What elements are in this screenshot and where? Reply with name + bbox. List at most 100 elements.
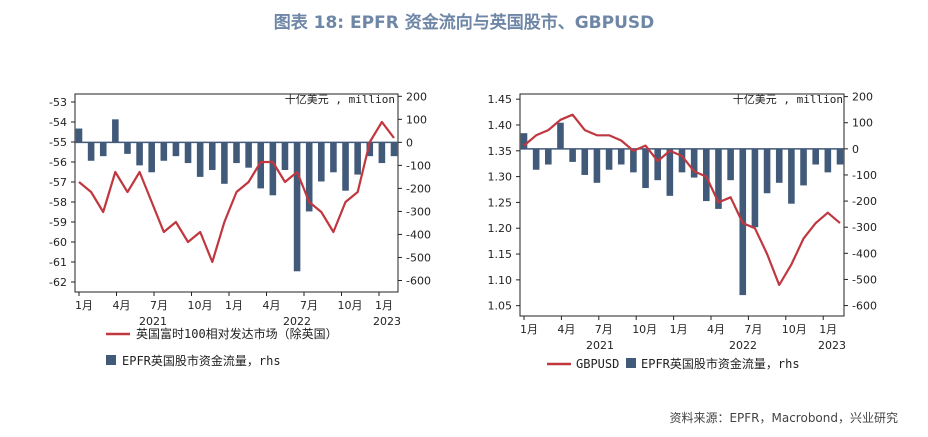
source-note: 资料来源：EPFR，Macrobond，兴业研究 — [669, 411, 898, 425]
y-left-tick-label: 1.35 — [488, 145, 513, 158]
flow-bar — [160, 142, 168, 161]
y-right-tick-label: -400 — [406, 228, 431, 241]
legend-label-bar: EPFR英国股市资金流量，rhs — [641, 356, 800, 371]
flow-bar — [342, 142, 349, 191]
y-right-tick-label: -200 — [406, 182, 431, 195]
flow-bar — [378, 142, 386, 164]
x-tick-label: 10月 — [338, 299, 363, 312]
flow-bar — [812, 148, 819, 165]
y-right-tick-label: -100 — [852, 169, 877, 182]
y-left-tick-label: -55 — [49, 136, 67, 149]
plot-frame — [519, 93, 845, 317]
y-left-tick-label: -54 — [49, 116, 67, 129]
flow-bar — [642, 148, 649, 189]
y-left-tick-label: -61 — [49, 256, 67, 269]
x-tick-label: 10月 — [632, 323, 657, 336]
y-left-tick-label: -56 — [49, 156, 67, 169]
flow-bar — [318, 142, 325, 182]
y-right-tick-label: 0 — [406, 136, 413, 149]
y-right-tick-label: 100 — [852, 117, 873, 130]
chart-uk-relative: -53 -54 -55 -56 -57 -58 -59 -60 -61 -62 200 100 0 -10… — [49, 90, 431, 368]
flow-bar — [305, 142, 313, 212]
flow-bar — [678, 148, 686, 173]
flow-bar — [172, 142, 180, 157]
x-tick-label: 4月 — [113, 299, 131, 312]
flow-bar — [520, 133, 528, 149]
y-right-tick-label: 200 — [406, 90, 427, 103]
flow-bar — [545, 148, 552, 165]
y-left-tick-label: 1.20 — [488, 222, 513, 235]
flow-bar — [221, 142, 228, 184]
y-left-tick-label: 1.10 — [488, 274, 513, 287]
x-tick-label: 1月 — [375, 299, 393, 312]
x-tick-label: 1月 — [520, 323, 538, 336]
flow-bar — [727, 148, 734, 181]
y-right-tick-label: -600 — [852, 300, 877, 313]
y-left-tick-label: 1.45 — [488, 93, 513, 106]
flow-bar — [763, 148, 771, 194]
flow-bar — [569, 148, 576, 162]
y-right-tick-label: -400 — [852, 247, 877, 260]
x-tick-label: 7月 — [595, 323, 613, 336]
y-left-tick-label: 1.25 — [488, 196, 513, 209]
y-right-tick-label: 200 — [852, 91, 873, 104]
flow-bar — [788, 148, 795, 204]
flow-bar — [330, 142, 337, 173]
x-tick-label: 1月 — [670, 323, 688, 336]
x-tick-label: 4月 — [263, 299, 281, 312]
flow-bar — [617, 148, 625, 165]
x-tick-label: 4月 — [557, 323, 575, 336]
price-line — [523, 113, 841, 287]
flow-bar — [245, 142, 252, 168]
y-right-unit-label: 十亿美元 , million — [733, 92, 843, 106]
flow-bar — [184, 142, 192, 164]
flow-bar — [836, 148, 844, 165]
y-right-tick-label: -200 — [852, 195, 877, 208]
y-left-tick-label: -60 — [49, 236, 67, 249]
plot-frame — [74, 93, 399, 293]
year-label: 2021 — [586, 339, 614, 352]
flow-bar — [281, 142, 289, 170]
flow-bar — [654, 148, 661, 181]
flow-bar — [557, 122, 564, 149]
flow-bar — [257, 142, 265, 189]
flow-bar — [751, 148, 759, 228]
flow-bar — [715, 148, 722, 209]
flow-bar — [269, 142, 277, 196]
y-left-tick-label: -53 — [49, 96, 67, 109]
y-right-tick-label: -500 — [852, 273, 877, 286]
legend-swatch-bar — [106, 355, 116, 365]
y-right-tick-label: -600 — [406, 274, 431, 287]
flow-bar — [824, 148, 832, 173]
y-left-tick-label: 1.15 — [488, 248, 513, 261]
flow-bar — [630, 148, 637, 173]
page-title: 图表 18: EPFR 资金流向与英国股市、GBPUSD — [273, 13, 655, 33]
year-label: 2022 — [283, 315, 311, 328]
flow-bar — [124, 142, 131, 154]
y-right-tick-label: -100 — [406, 159, 431, 172]
flow-bar — [775, 148, 783, 183]
flow-bar — [605, 148, 613, 170]
x-tick-label: 10月 — [188, 299, 213, 312]
flow-bar — [800, 148, 807, 186]
y-left-tick-label: -58 — [49, 196, 67, 209]
y-right-tick-label: -300 — [406, 205, 431, 218]
x-tick-label: 7月 — [300, 299, 318, 312]
flow-bar — [112, 119, 119, 143]
y-left-tick-label: 1.30 — [488, 171, 513, 184]
chart-gbpusd: 1.45 1.40 1.35 1.30 1.25 1.20 1.15 1.10 1.05 200 1… — [488, 91, 877, 371]
flow-bar — [666, 148, 674, 196]
y-right-tick-label: 100 — [406, 113, 427, 126]
x-tick-label: 7月 — [744, 323, 762, 336]
x-tick-label: 4月 — [707, 323, 725, 336]
flow-bar — [196, 142, 204, 177]
x-tick-label: 1月 — [819, 323, 837, 336]
x-tick-label: 10月 — [782, 323, 807, 336]
y-left-tick-label: -62 — [49, 276, 67, 289]
y-right-tick-label: 0 — [852, 143, 859, 156]
x-tick-label: 7月 — [150, 299, 168, 312]
y-right-tick-label: -300 — [852, 221, 877, 234]
year-label: 2023 — [373, 315, 401, 328]
y-left-tick-label: 1.40 — [488, 119, 513, 132]
